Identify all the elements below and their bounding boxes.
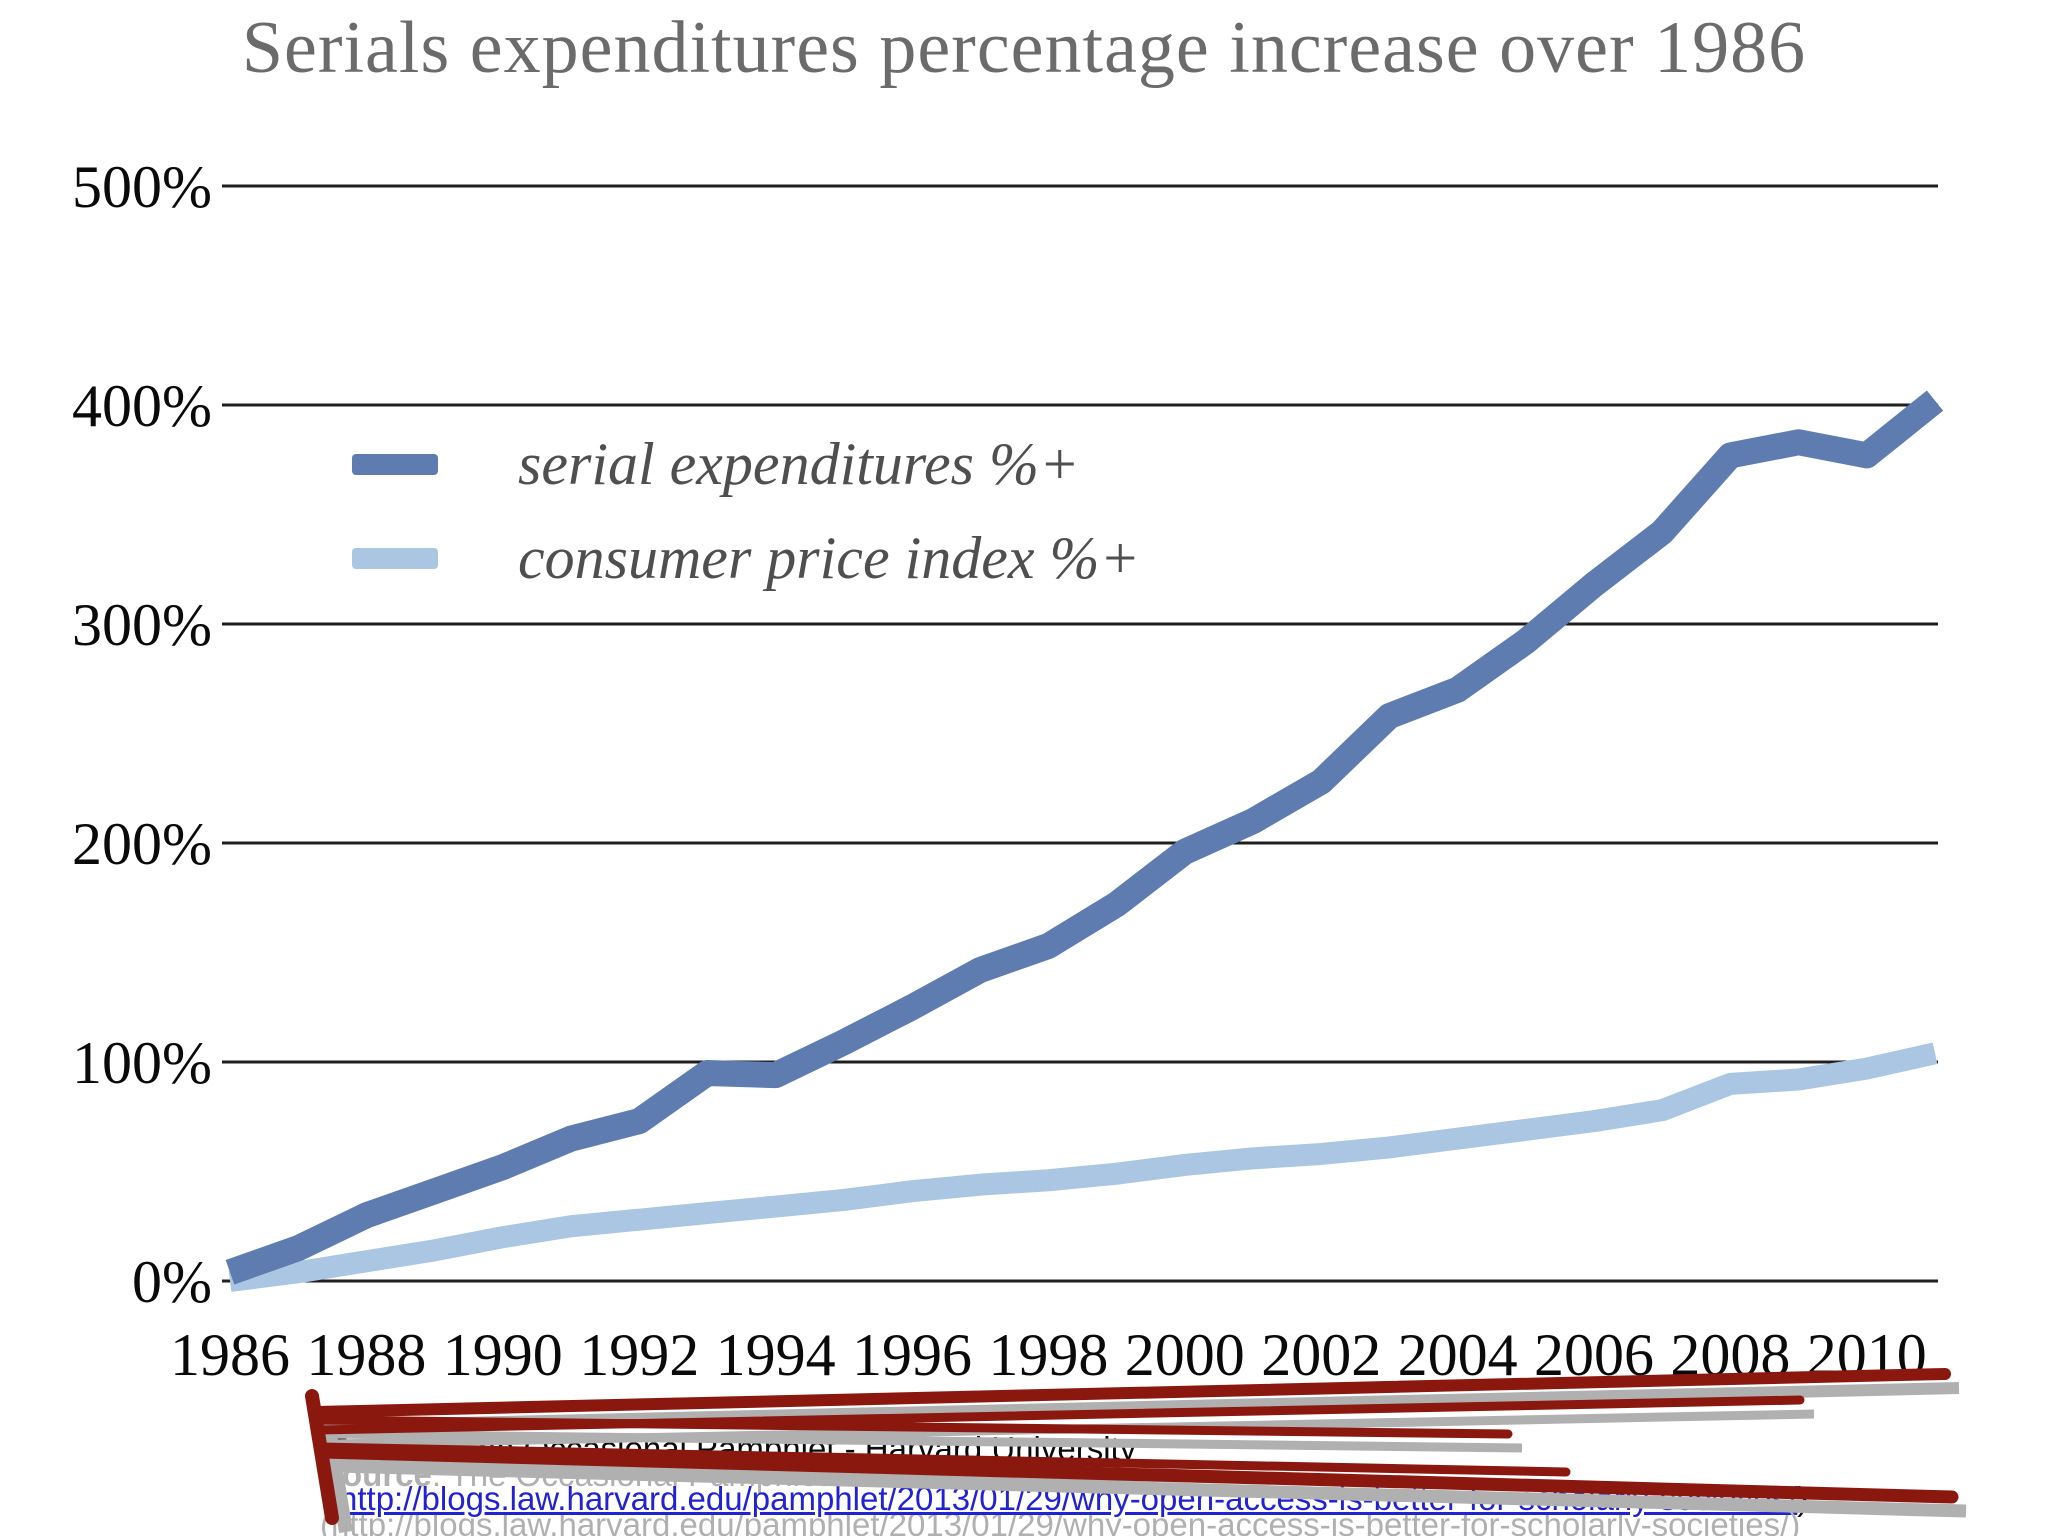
legend-label: serial expenditures %+ (518, 430, 1080, 497)
y-tick-label: 0% (132, 1249, 212, 1315)
source-label: Source (328, 1430, 440, 1467)
legend-item-serial-expenditures: serial expenditures %+ (352, 428, 1140, 500)
y-tick-label: 200% (72, 811, 212, 877)
source-citation: Source: The Occasional Pamphlet - Harvar… (328, 1424, 1808, 1524)
serial-expenditures-swatch-icon (352, 453, 438, 475)
source-link[interactable]: http://blogs.law.harvard.edu/pamphlet/20… (339, 1480, 1798, 1517)
x-tick-label: 1988 (306, 1322, 426, 1388)
x-tick-label: 2002 (1261, 1322, 1381, 1388)
source-line: Source: The Occasional Pamphlet - Harvar… (328, 1424, 1808, 1474)
legend-item-consumer-price-index: consumer price index %+ (352, 522, 1140, 594)
paren-close: ) (1797, 1480, 1809, 1517)
x-tick-label: 1986 (170, 1322, 290, 1388)
x-tick-label: 1998 (988, 1322, 1108, 1388)
consumer-price-index-swatch-icon (352, 547, 438, 569)
y-tick-label: 100% (72, 1030, 212, 1096)
y-tick-label: 500% (72, 154, 212, 220)
x-tick-label: 2010 (1807, 1322, 1927, 1388)
source-text: : The Occasional Pamphlet - Harvard Univ… (439, 1430, 1137, 1467)
x-tick-label: 1990 (443, 1322, 563, 1388)
series-line-serial-expenditures (225, 390, 1944, 1285)
legend-label: consumer price index %+ (518, 524, 1140, 591)
x-tick-label: 1996 (852, 1322, 972, 1388)
source-url-line: (http://blogs.law.harvard.edu/pamphlet/2… (328, 1474, 1808, 1524)
x-tick-label: 1994 (716, 1322, 836, 1388)
y-tick-label: 300% (72, 592, 212, 658)
x-tick-label: 2006 (1534, 1322, 1654, 1388)
y-tick-label: 400% (72, 373, 212, 439)
x-tick-label: 2008 (1670, 1322, 1790, 1388)
x-tick-label: 2000 (1125, 1322, 1245, 1388)
chart-legend: serial expenditures %+ consumer price in… (352, 428, 1140, 616)
paren-open: ( (328, 1480, 339, 1517)
x-tick-label: 1992 (579, 1322, 699, 1388)
series-line-consumer-price-index (228, 1042, 1938, 1292)
chart-title: Serials expenditures percentage increase… (241, 7, 1807, 89)
x-tick-label: 2004 (1398, 1322, 1518, 1388)
